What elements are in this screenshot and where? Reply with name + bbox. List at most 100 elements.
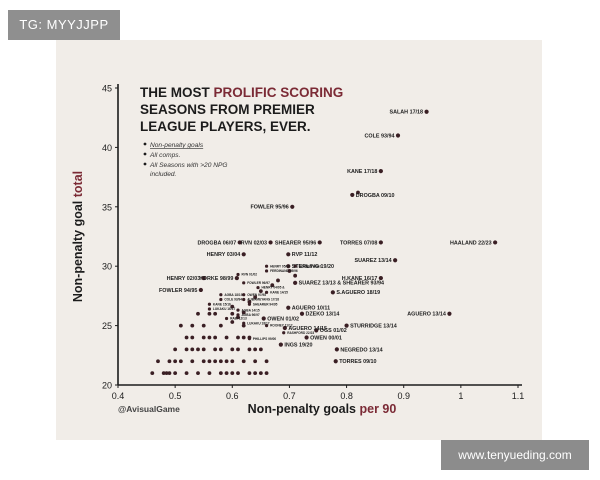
x-axis-title: Non-penalty goals per 90 — [248, 402, 397, 416]
point-label-small: FOWLER 96/97 — [247, 281, 270, 285]
data-point — [247, 337, 252, 341]
point-label: INGS 19/20 — [284, 342, 312, 348]
y-tick-label: 25 — [102, 321, 112, 331]
data-point — [424, 109, 429, 114]
point-label: RVP 11/12 — [292, 252, 318, 258]
data-point — [241, 252, 246, 257]
x-axis-title-main: Non-penalty goals — [248, 402, 360, 416]
data-point — [330, 290, 335, 295]
data-point — [184, 371, 189, 376]
data-point — [278, 342, 283, 347]
data-point — [493, 240, 498, 245]
point-label: SUAREZ 13/14 — [354, 258, 391, 264]
data-point — [236, 313, 240, 317]
data-point — [236, 315, 240, 320]
data-point — [198, 287, 203, 293]
chart-title-line: SEASONS FROM PREMIER — [140, 102, 315, 117]
note-bullet — [143, 162, 147, 166]
data-point — [237, 240, 242, 245]
site-watermark: www.tenyueding.com — [441, 440, 589, 470]
credit-handle: @AvisualGame — [118, 404, 180, 414]
data-point — [201, 275, 206, 281]
data-point — [264, 324, 269, 328]
data-point — [230, 320, 235, 324]
data-point — [156, 359, 160, 364]
y-axis-title-accent: total — [71, 171, 85, 197]
point-label: TORRES 07/08 — [340, 240, 377, 246]
data-point — [447, 311, 452, 316]
data-point — [314, 328, 319, 333]
data-point — [178, 359, 183, 364]
data-point — [207, 302, 212, 306]
point-label-small: LUKAKU 16/17 — [213, 307, 236, 311]
x-tick-label: 0.5 — [169, 391, 182, 401]
chart-title-line: THE MOST PROLIFIC SCORING — [140, 85, 343, 100]
point-label-small: AUBAMEYANG 17/18 — [247, 298, 279, 302]
point-label: OGS 01/02 — [320, 328, 347, 334]
data-point — [293, 273, 298, 278]
point-label: YORKE 98/99 — [199, 276, 233, 282]
point-label: S.AGUERO 18/19 — [336, 290, 380, 296]
data-point — [219, 297, 223, 302]
x-tick-label: 0.7 — [283, 391, 296, 401]
point-label-small: HENRY 05/06 — [270, 264, 290, 268]
point-label-small: AGBA 96/97 — [242, 313, 260, 317]
data-point — [236, 347, 240, 352]
data-point — [253, 371, 258, 376]
y-tick-label: 40 — [102, 143, 112, 153]
data-point — [287, 269, 292, 273]
point-label-small: RVN 01/02 — [242, 273, 258, 277]
data-point — [173, 347, 178, 352]
chart-title-line: LEAGUE PLAYERS, EVER. — [140, 119, 311, 134]
point-label: RVN 02/03 — [241, 240, 267, 246]
point-label: HENRY 03/04 — [207, 252, 241, 258]
data-point — [241, 335, 246, 340]
data-point — [236, 272, 240, 277]
point-label-small: RASHFORD 22/23 — [287, 331, 314, 335]
scatter-chart: THE MOST PROLIFIC SCORING SEASONS FROM PR… — [71, 84, 524, 417]
note-bullet — [143, 142, 147, 146]
point-label: H.KANE 16/17 — [342, 276, 378, 282]
data-point — [190, 335, 195, 340]
data-point — [201, 335, 206, 340]
data-point — [264, 371, 269, 376]
data-point — [286, 305, 291, 310]
chart-title-segment: SEASONS FROM PREMIER — [140, 102, 315, 117]
point-label: FOWLER 95/96 — [250, 205, 288, 211]
data-point — [167, 359, 172, 364]
chart-title-segment: THE MOST — [140, 85, 214, 100]
data-point — [253, 347, 258, 352]
point-label: NEGREDO 13/14 — [340, 347, 382, 353]
data-point — [247, 299, 252, 304]
data-point — [282, 325, 287, 331]
data-point — [304, 335, 309, 340]
point-label: HENRY 02/03 — [167, 276, 201, 282]
data-point — [264, 290, 269, 294]
point-label: SHEARER 95/96 — [275, 240, 316, 246]
data-point — [264, 264, 269, 268]
data-point — [247, 347, 252, 352]
data-point — [241, 359, 246, 364]
data-point — [164, 371, 169, 376]
point-label-small: LUKAKU 18/17 — [247, 321, 270, 325]
x-tick-label: 0.6 — [226, 391, 239, 401]
data-point — [247, 302, 252, 306]
data-point — [282, 331, 286, 335]
chart-title-segment: LEAGUE PLAYERS, EVER. — [140, 119, 311, 134]
data-point — [184, 347, 189, 352]
point-label: OWEN 00/01 — [310, 335, 342, 341]
data-point — [378, 169, 383, 174]
data-point — [207, 307, 212, 311]
data-point — [213, 335, 218, 340]
data-point — [253, 295, 258, 299]
data-point — [230, 311, 235, 316]
data-point — [190, 323, 195, 328]
chart-note: Non-penalty goals — [150, 142, 204, 149]
data-point — [299, 311, 305, 316]
data-point — [286, 252, 291, 257]
data-point — [256, 285, 260, 290]
data-point — [242, 321, 246, 325]
data-point — [334, 347, 339, 352]
data-point — [213, 359, 218, 364]
account-tag: TG: MYYJJPP — [8, 10, 120, 40]
